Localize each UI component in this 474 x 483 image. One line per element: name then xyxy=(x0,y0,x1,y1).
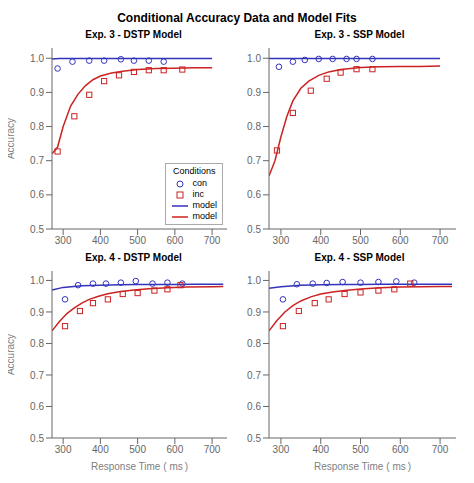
svg-text:0.7: 0.7 xyxy=(30,155,44,166)
svg-text:600: 600 xyxy=(392,444,409,455)
svg-text:0.8: 0.8 xyxy=(247,338,261,349)
svg-text:500: 500 xyxy=(352,444,369,455)
svg-text:Response Time ( ms ): Response Time ( ms ) xyxy=(91,461,188,472)
svg-text:500: 500 xyxy=(352,235,369,246)
svg-text:700: 700 xyxy=(432,235,449,246)
html-text:Conditional Accuracy Data and: Conditional Accuracy Data and Model Fits xyxy=(117,11,357,25)
svg-text:400: 400 xyxy=(92,235,109,246)
svg-text:0.9: 0.9 xyxy=(247,307,261,318)
svg-text:500: 500 xyxy=(129,444,146,455)
svg-text:600: 600 xyxy=(167,444,184,455)
svg-text:1.0: 1.0 xyxy=(30,275,44,286)
svg-text:0.9: 0.9 xyxy=(30,307,44,318)
svg-text:0.6: 0.6 xyxy=(247,401,261,412)
html-text:Conditions: Conditions xyxy=(173,166,216,176)
html-text:Exp. 3 - DSTP Model: Exp. 3 - DSTP Model xyxy=(85,29,182,40)
svg-text:1.0: 1.0 xyxy=(247,53,261,64)
svg-text:600: 600 xyxy=(392,235,409,246)
svg-text:400: 400 xyxy=(92,444,109,455)
svg-text:700: 700 xyxy=(432,444,449,455)
svg-text:0.5: 0.5 xyxy=(247,433,261,444)
svg-text:600: 600 xyxy=(167,235,184,246)
svg-text:0.7: 0.7 xyxy=(247,370,261,381)
html-text:Exp. 4 - SSP Model: Exp. 4 - SSP Model xyxy=(314,252,405,263)
svg-text:0.8: 0.8 xyxy=(30,338,44,349)
html-text:Exp. 4 - DSTP Model: Exp. 4 - DSTP Model xyxy=(85,252,182,263)
svg-text:0.5: 0.5 xyxy=(247,224,261,235)
svg-text:0.8: 0.8 xyxy=(247,121,261,132)
html-text:model: model xyxy=(192,200,217,210)
svg-text:1.0: 1.0 xyxy=(30,53,44,64)
svg-text:300: 300 xyxy=(273,444,290,455)
svg-text:Response Time ( ms ): Response Time ( ms ) xyxy=(314,461,411,472)
svg-text:400: 400 xyxy=(312,444,329,455)
svg-text:700: 700 xyxy=(204,444,221,455)
svg-text:0.9: 0.9 xyxy=(247,87,261,98)
svg-text:300: 300 xyxy=(273,235,290,246)
html-text:model: model xyxy=(192,211,217,221)
svg-text:0.9: 0.9 xyxy=(30,87,44,98)
svg-text:0.7: 0.7 xyxy=(30,370,44,381)
html-text:con: con xyxy=(192,178,207,188)
svg-text:0.7: 0.7 xyxy=(247,155,261,166)
svg-text:700: 700 xyxy=(204,235,221,246)
html-text:inc: inc xyxy=(192,189,204,199)
svg-text:500: 500 xyxy=(129,235,146,246)
svg-text:0.5: 0.5 xyxy=(30,224,44,235)
svg-text:0.6: 0.6 xyxy=(30,189,44,200)
svg-text:0.6: 0.6 xyxy=(30,401,44,412)
svg-text:0.8: 0.8 xyxy=(30,121,44,132)
svg-text:300: 300 xyxy=(55,444,72,455)
svg-text:1.0: 1.0 xyxy=(247,275,261,286)
svg-text:0.6: 0.6 xyxy=(247,189,261,200)
svg-text:0.5: 0.5 xyxy=(30,433,44,444)
html-text:Exp. 3 - SSP Model: Exp. 3 - SSP Model xyxy=(314,29,405,40)
svg-text:300: 300 xyxy=(55,235,72,246)
svg-text:400: 400 xyxy=(312,235,329,246)
svg-text:Accuracy: Accuracy xyxy=(8,118,16,159)
svg-text:Accuracy: Accuracy xyxy=(8,334,16,375)
